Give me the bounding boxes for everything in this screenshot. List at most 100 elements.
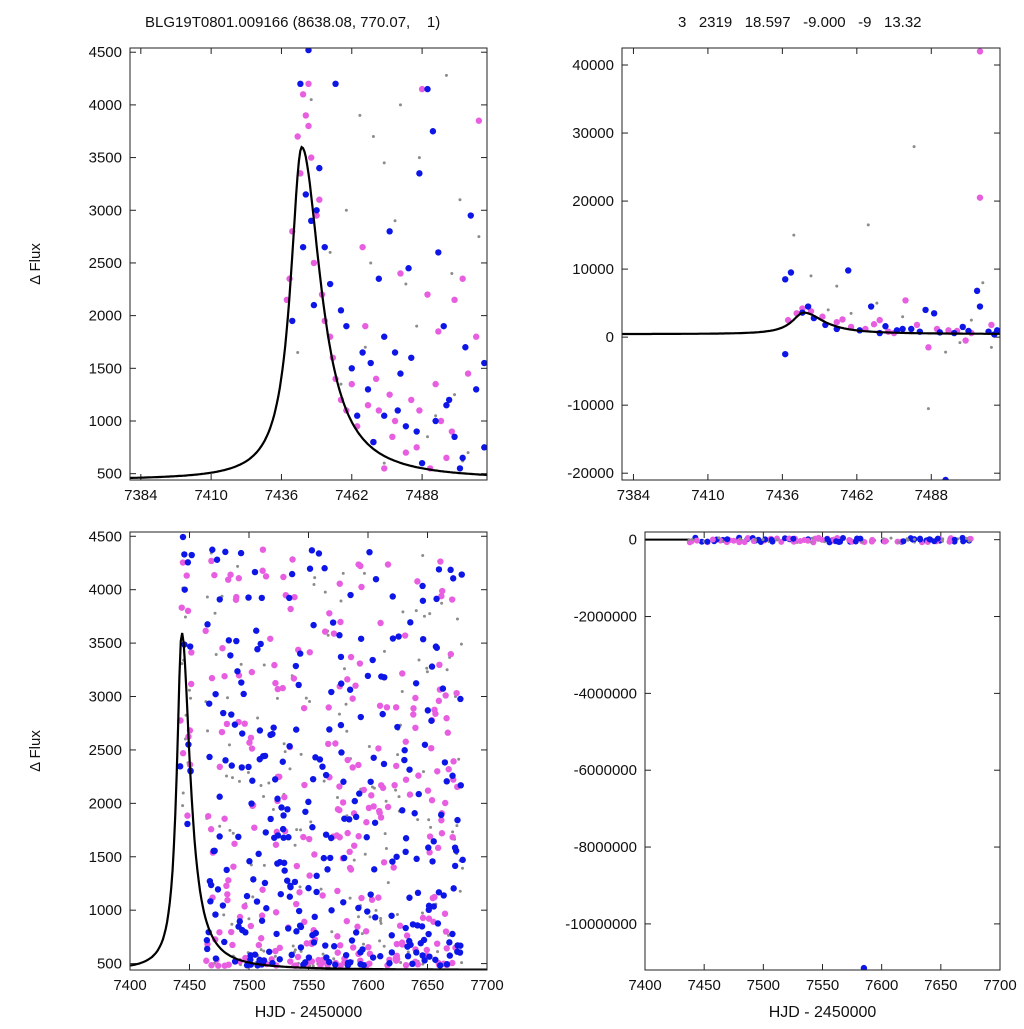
data-point-blue [322,942,329,949]
data-point-gray [421,554,425,558]
data-point-blue [768,536,775,543]
data-point-blue [882,323,889,330]
data-point-blue [419,582,426,590]
data-point-magenta [846,536,853,543]
data-point-magenta [393,940,401,948]
data-point-blue [243,892,251,900]
data-point-gray [400,690,404,694]
data-point-gray [941,537,945,541]
data-point-blue [917,536,924,543]
data-point-gray [417,658,421,662]
data-point-gray [218,824,222,828]
data-point-magenta [392,954,400,962]
data-point-magenta [360,786,368,794]
data-point-blue [285,925,292,932]
data-point-magenta [359,243,366,251]
data-point-blue [265,948,273,955]
data-point-magenta [434,844,442,852]
data-point-gray [348,896,352,900]
data-point-gray [428,612,432,616]
x-tick-label: 7450 [173,977,206,994]
data-point-blue [209,546,216,553]
data-point-magenta [223,720,231,728]
data-point-blue [254,645,261,653]
data-point-gray [445,668,449,672]
data-point-gray [382,461,386,465]
data-point-blue [292,662,300,670]
data-point-blue [406,766,413,773]
data-point-gray [383,832,387,836]
data-point-blue [429,858,436,865]
data-point-blue [340,899,347,906]
data-point-gray [283,750,287,754]
data-point-blue [357,635,365,642]
data-point-blue [428,717,435,724]
data-point-blue [445,396,453,404]
data-point-blue [233,637,240,645]
data-point-blue [782,350,789,358]
data-point-magenta [303,940,310,947]
data-point-blue [443,401,450,409]
data-point-magenta [183,572,190,579]
data-point-gray [399,960,403,964]
data-point-magenta [389,433,396,440]
data-point-magenta [228,928,235,936]
data-point-magenta [870,321,878,328]
data-point-blue [305,798,312,806]
data-point-gray [394,788,398,792]
data-point-blue [449,575,457,582]
data-point-blue [310,621,317,629]
data-point-blue [425,844,432,851]
data-point-magenta [349,944,357,951]
data-point-blue [960,538,967,545]
data-point-blue [256,756,263,763]
data-point-gray [299,949,303,953]
data-point-gray [205,595,209,599]
data-point-blue [367,778,374,785]
data-point-blue [926,536,933,543]
data-point-blue [238,764,245,771]
y-tick-label: 3500 [89,150,122,167]
data-point-magenta [391,781,398,789]
data-point-magenta [390,864,397,871]
x-tick-label: 7600 [351,977,384,994]
data-point-gray [382,944,386,948]
data-point-blue [181,586,188,593]
data-point-outlier [860,964,868,970]
data-point-blue [234,668,241,675]
data-point-gray [262,663,266,667]
data-point-gray [810,536,814,540]
data-point-gray [358,113,362,117]
data-point-blue [443,961,451,968]
data-point-gray [835,284,839,288]
data-point-gray [461,866,465,870]
data-point-magenta [215,962,222,969]
data-point-blue [302,191,309,198]
data-point-blue [271,776,279,783]
data-point-blue [181,551,188,558]
data-point-gray [298,885,302,889]
data-point-gray [459,642,463,646]
data-point-gray [251,895,255,899]
data-point-gray [384,847,388,851]
panel-top-right: 7384 7410 7436 7462 7488 -20000 -10000 0 10000 20… [567,47,1001,504]
data-point-blue [184,820,191,828]
data-point-magenta [354,923,361,930]
data-point-magenta [259,886,266,893]
data-point-blue [253,898,261,905]
data-point-magenta [376,702,384,709]
data-point-magenta [402,449,410,456]
data-point-magenta [242,954,249,962]
data-point-gray [273,954,277,958]
data-point-gray [187,688,191,692]
data-point-magenta [402,961,410,969]
data-point-magenta [358,894,365,902]
data-point-magenta [472,333,480,340]
data-point-magenta [464,370,472,377]
data-point-magenta [363,819,370,826]
data-point-gray [367,745,371,749]
data-point-blue [386,228,393,235]
data-point-magenta [184,607,192,615]
data-point-gray [247,917,251,921]
data-point-magenta [258,912,266,919]
